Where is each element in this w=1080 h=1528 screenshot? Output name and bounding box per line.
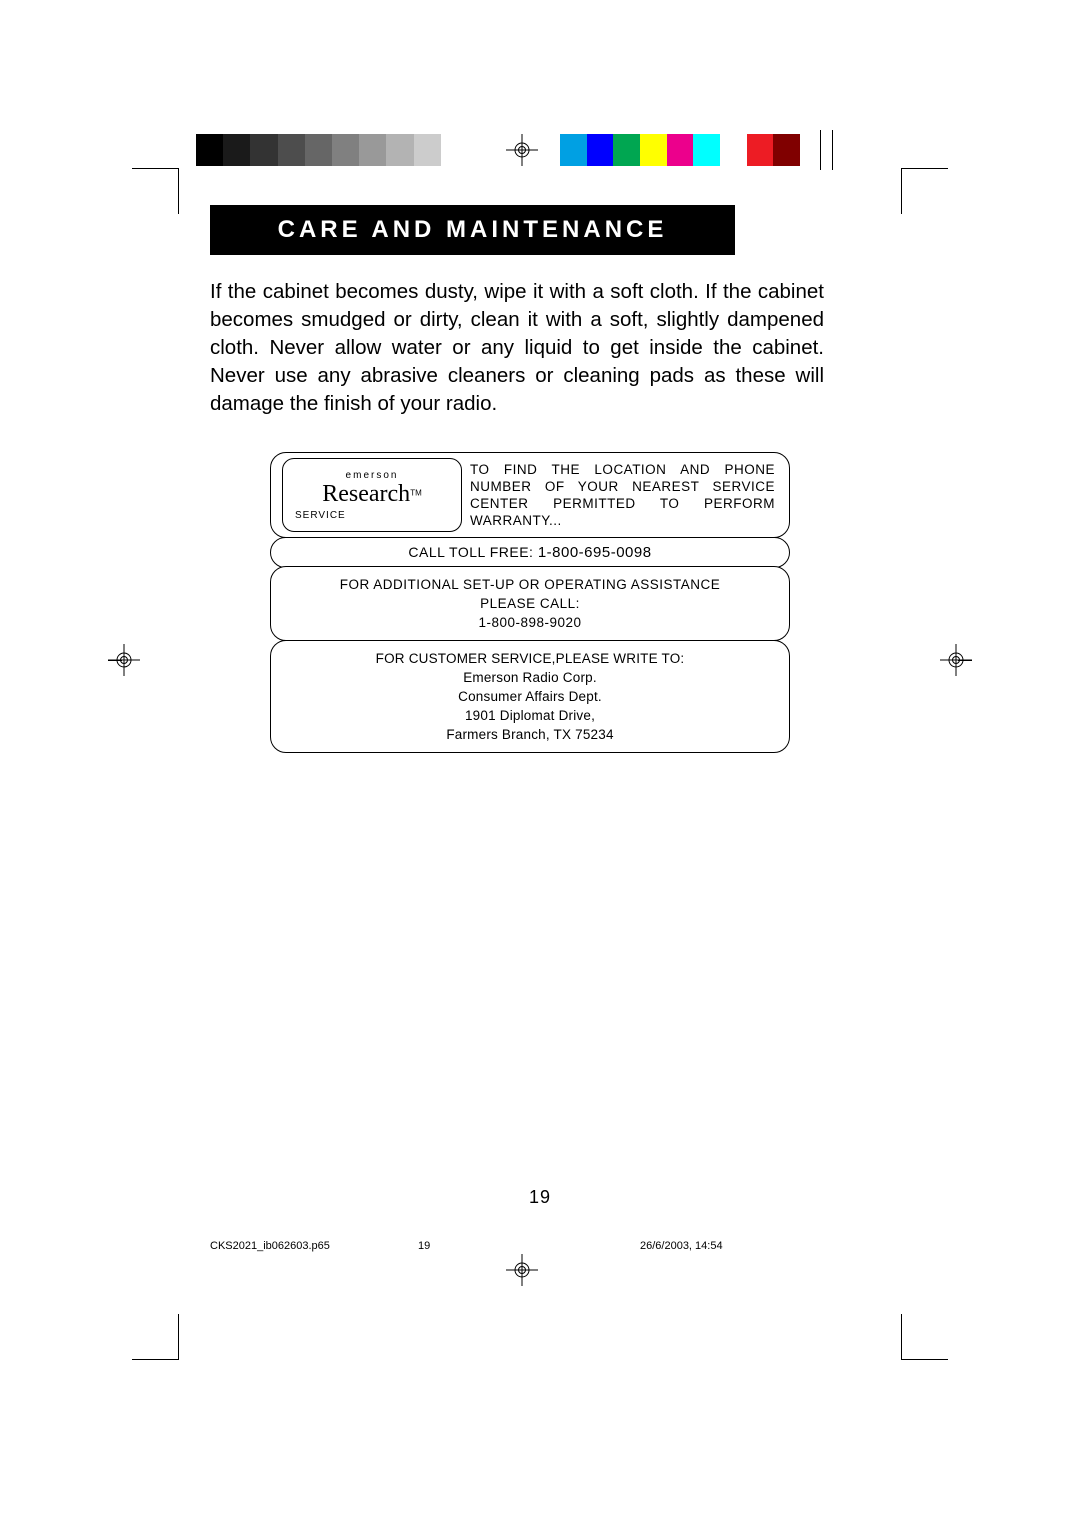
footer-page: 19 — [418, 1240, 430, 1252]
logo-main-text: Research — [322, 481, 410, 507]
crop-mark — [902, 168, 948, 169]
page-number: 19 — [0, 1187, 1080, 1208]
assistance-line1: FOR ADDITIONAL SET-UP OR OPERATING ASSIS… — [285, 575, 775, 594]
registration-mark-icon — [940, 644, 972, 676]
registration-mark-icon — [506, 134, 538, 166]
color-calibration-bar — [560, 134, 800, 166]
service-row: FOR CUSTOMER SERVICE,PLEASE WRITE TO: Em… — [270, 640, 790, 753]
assistance-phone: 1-800-898-9020 — [285, 613, 775, 632]
crop-mark — [820, 130, 821, 170]
registration-mark-icon — [506, 1254, 538, 1286]
service-label: SERVICE — [289, 510, 346, 521]
service-info-box: emerson ResearchTM SERVICE TO FIND THE L… — [270, 454, 790, 753]
crop-mark — [832, 130, 833, 170]
customer-service-line2: Emerson Radio Corp. — [285, 668, 775, 687]
crop-mark — [178, 1314, 179, 1360]
crop-mark — [901, 168, 902, 214]
crop-mark — [132, 1359, 178, 1360]
toll-free-number: 1-800-695-0098 — [538, 544, 652, 561]
crop-mark — [178, 168, 179, 214]
customer-service-line5: Farmers Branch, TX 75234 — [285, 725, 775, 744]
trademark-symbol: TM — [410, 488, 422, 497]
registration-mark-icon — [108, 644, 140, 676]
customer-service-line1: FOR CUSTOMER SERVICE,PLEASE WRITE TO: — [285, 649, 775, 668]
page: CARE AND MAINTENANCE If the cabinet beco… — [0, 0, 1080, 1528]
footer-filename: CKS2021_ib062603.p65 — [210, 1240, 330, 1252]
footer-timestamp: 26/6/2003, 14:54 — [640, 1240, 723, 1252]
customer-service-line4: 1901 Diplomat Drive, — [285, 706, 775, 725]
service-row: FOR ADDITIONAL SET-UP OR OPERATING ASSIS… — [270, 566, 790, 641]
toll-free-label: CALL TOLL FREE: — [408, 544, 537, 560]
crop-mark — [132, 168, 178, 169]
section-heading: CARE AND MAINTENANCE — [210, 205, 735, 255]
service-row: emerson ResearchTM SERVICE TO FIND THE L… — [270, 452, 790, 538]
crop-mark — [901, 1314, 902, 1360]
logo-small-text: emerson — [346, 470, 399, 481]
service-info-text: TO FIND THE LOCATION AND PHONE NUMBER OF… — [470, 461, 775, 529]
body-paragraph: If the cabinet becomes dusty, wipe it wi… — [210, 278, 824, 418]
service-row: CALL TOLL FREE: 1-800-695-0098 — [270, 537, 790, 568]
assistance-line2: PLEASE CALL: — [285, 594, 775, 613]
crop-mark — [902, 1359, 948, 1360]
brand-logo: emerson ResearchTM SERVICE — [282, 458, 462, 532]
customer-service-line3: Consumer Affairs Dept. — [285, 687, 775, 706]
grayscale-calibration-bar — [196, 134, 468, 166]
